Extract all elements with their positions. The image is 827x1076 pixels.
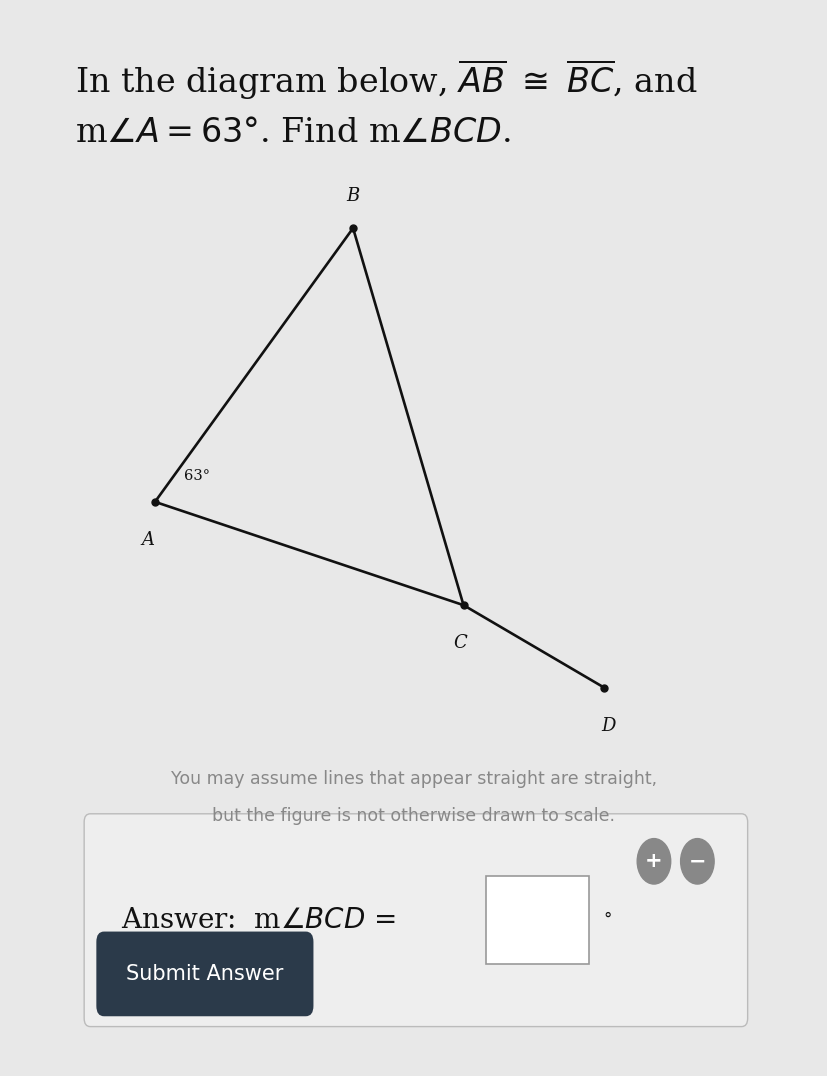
Text: 63°: 63° [184, 469, 210, 483]
Text: m$\angle A = 63°$. Find m$\angle BCD$.: m$\angle A = 63°$. Find m$\angle BCD$. [75, 116, 510, 148]
Text: You may assume lines that appear straight are straight,: You may assume lines that appear straigh… [170, 770, 657, 789]
Text: but the figure is not otherwise drawn to scale.: but the figure is not otherwise drawn to… [213, 807, 614, 824]
Text: A: A [141, 530, 154, 549]
FancyBboxPatch shape [84, 813, 747, 1027]
Text: +: + [644, 851, 662, 872]
Text: C: C [452, 634, 466, 652]
FancyBboxPatch shape [485, 876, 589, 964]
Text: °: ° [602, 911, 610, 930]
Text: B: B [346, 187, 359, 206]
Text: −: − [688, 851, 705, 872]
Circle shape [680, 838, 713, 884]
Text: Submit Answer: Submit Answer [126, 964, 283, 983]
Text: In the diagram below, $\overline{AB}$ $\cong$ $\overline{BC}$, and: In the diagram below, $\overline{AB}$ $\… [75, 58, 697, 102]
FancyBboxPatch shape [96, 932, 313, 1016]
Text: D: D [600, 717, 614, 735]
Circle shape [637, 838, 670, 884]
Text: Answer:  m$\angle BCD$ =: Answer: m$\angle BCD$ = [121, 907, 395, 934]
